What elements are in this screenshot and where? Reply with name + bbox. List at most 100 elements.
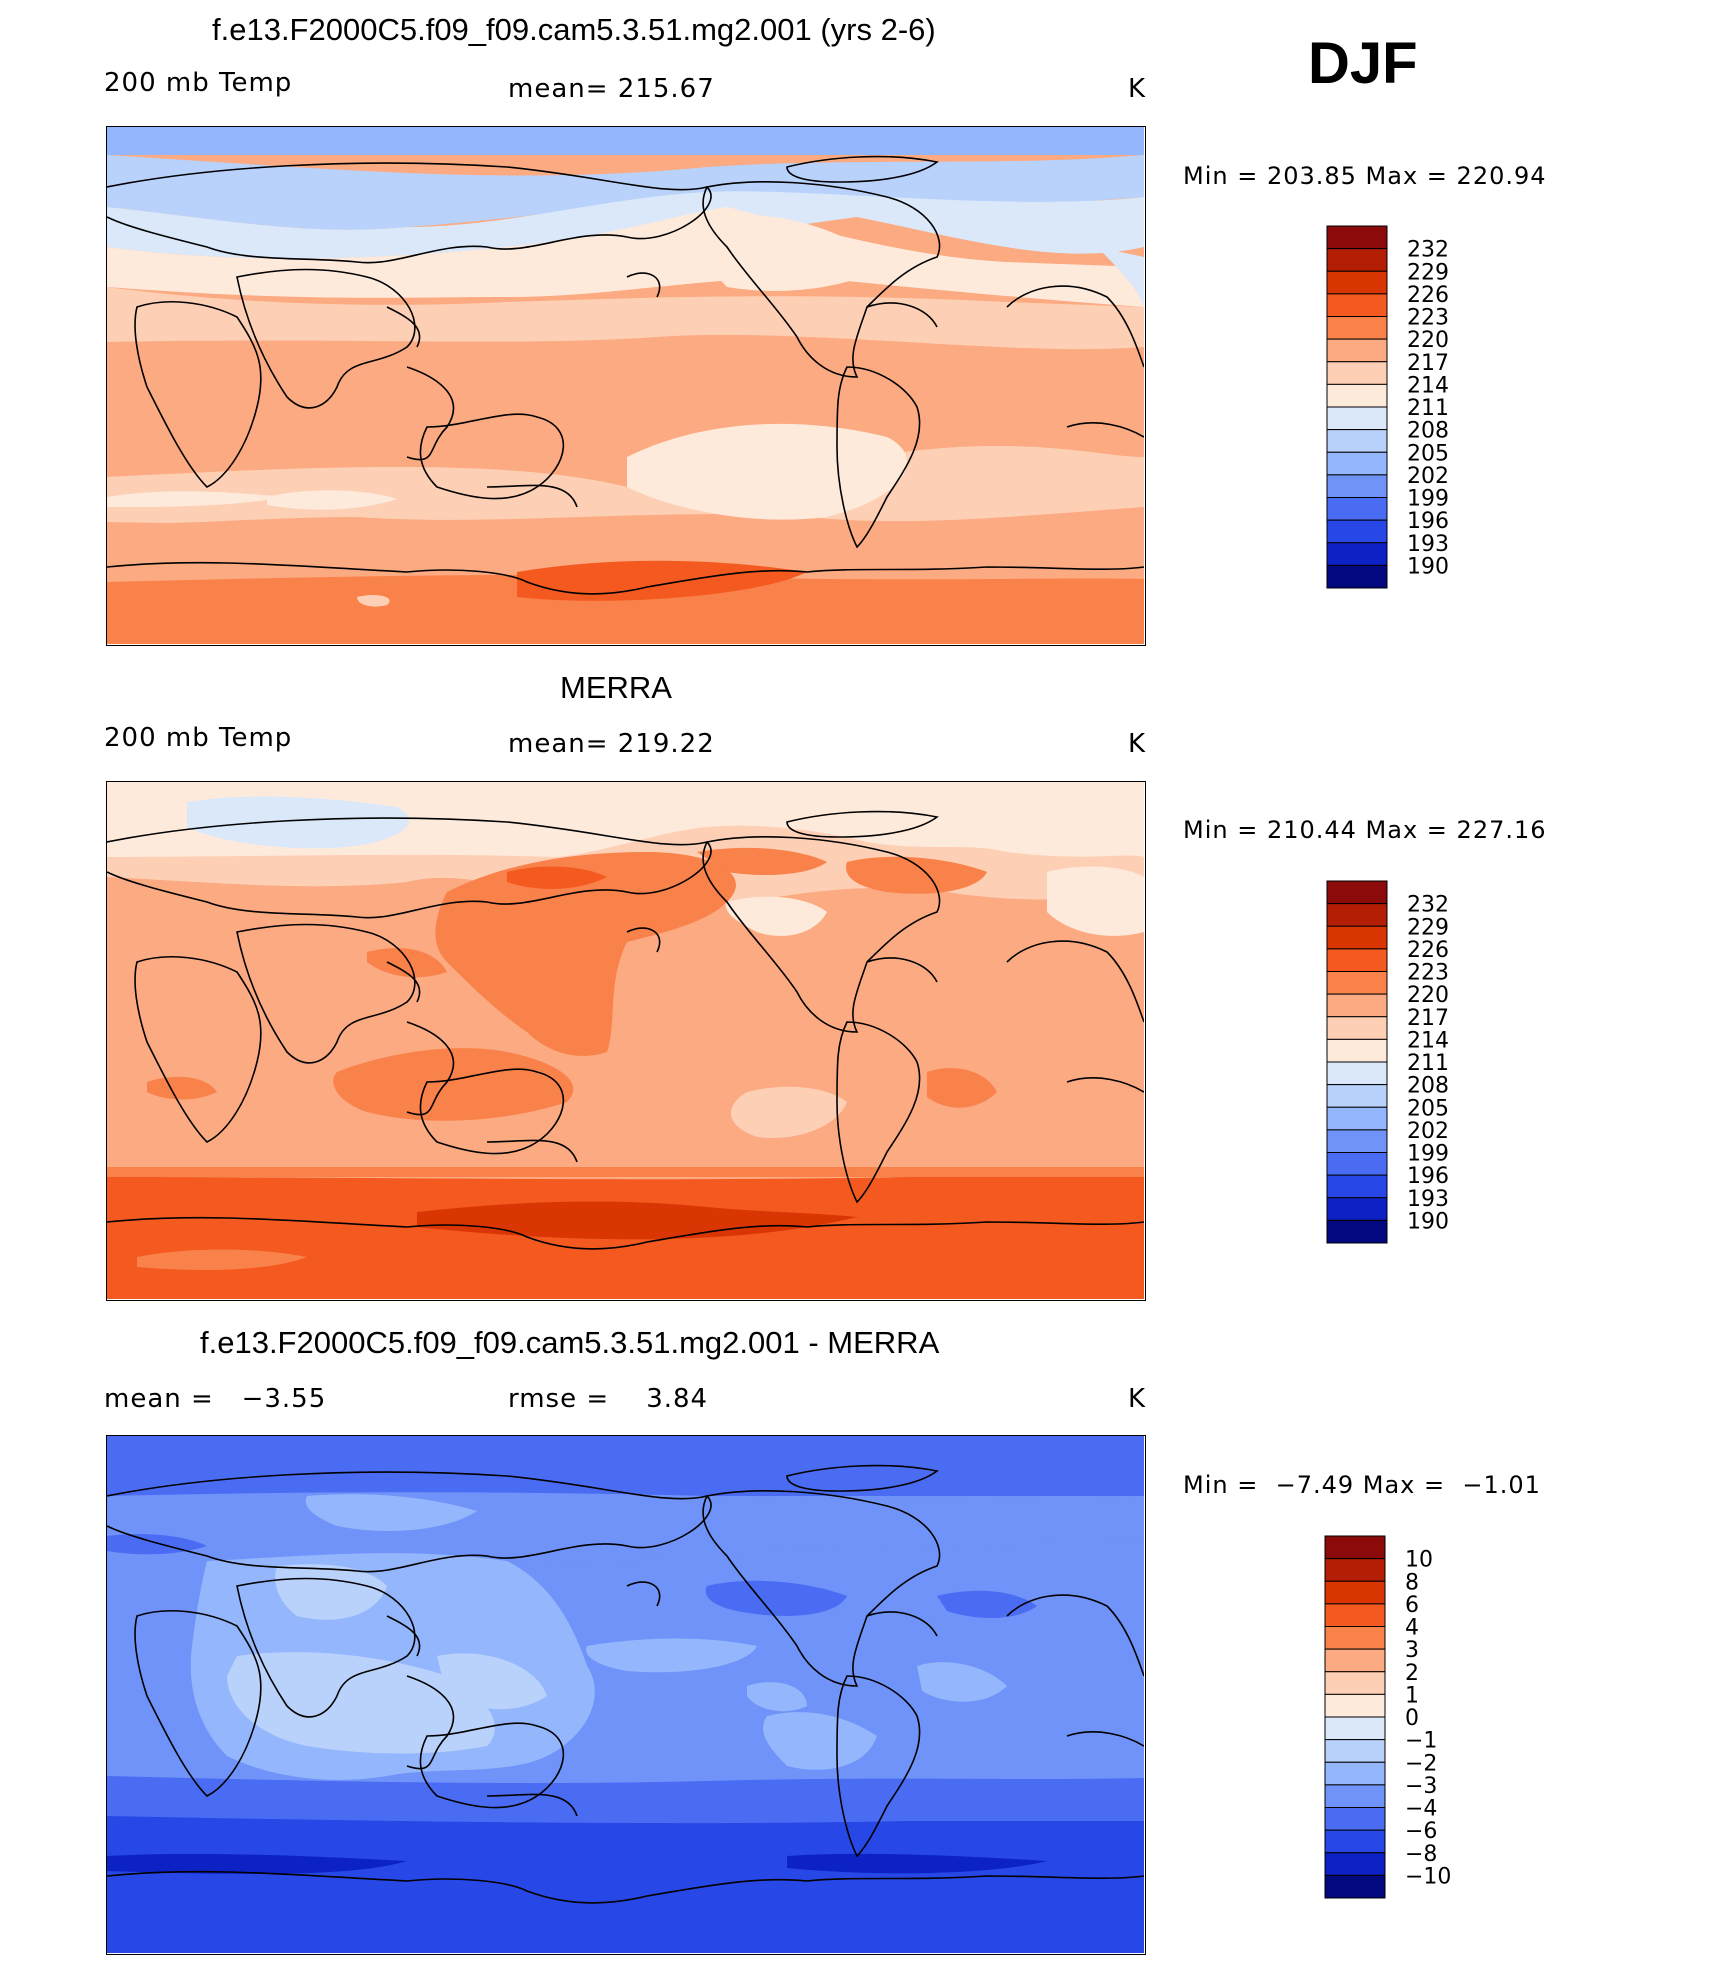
colorbar-swatch bbox=[1324, 1626, 1386, 1650]
colorbar-tick-label: 2 bbox=[1405, 1661, 1419, 1686]
colorbar-tick-label: −6 bbox=[1405, 1819, 1437, 1844]
panel-3-minmax: Min = −7.49 Max = −1.01 bbox=[1183, 1471, 1541, 1499]
colorbar-tick-label: 205 bbox=[1407, 441, 1449, 466]
colorbar-swatch bbox=[1324, 1671, 1386, 1695]
colorbar-tick-label: 217 bbox=[1407, 1006, 1449, 1031]
colorbar-swatch bbox=[1326, 383, 1388, 408]
colorbar-swatch bbox=[1326, 519, 1388, 544]
colorbar-tick-label: −2 bbox=[1405, 1751, 1437, 1776]
colorbar-tick-label: −1 bbox=[1405, 1729, 1437, 1754]
panel-2-map bbox=[106, 781, 1146, 1301]
colorbar-swatch bbox=[1326, 338, 1388, 363]
colorbar-swatch bbox=[1326, 497, 1388, 521]
panel-1-mean-label: mean= 215.67 bbox=[508, 74, 715, 104]
colorbar-swatch bbox=[1324, 1648, 1386, 1673]
colorbar-swatch bbox=[1324, 1580, 1386, 1605]
colorbar-tick-label: 199 bbox=[1407, 487, 1449, 512]
colorbar-swatch bbox=[1326, 1152, 1388, 1176]
panel-3-map-svg bbox=[107, 1436, 1144, 1953]
colorbar-swatch bbox=[1326, 1016, 1388, 1040]
colorbar-tick-label: 220 bbox=[1407, 983, 1449, 1008]
colorbar-tick-label: 190 bbox=[1407, 554, 1449, 579]
colorbar-swatch bbox=[1326, 1061, 1388, 1086]
panel-3-map bbox=[106, 1435, 1146, 1955]
colorbar-swatch bbox=[1326, 225, 1388, 250]
colorbar-tick-label: 202 bbox=[1407, 1119, 1449, 1144]
panel-1-colorbar: 232 229 226 223 220 217 214 211 208 205 202 199 196 1… bbox=[1326, 225, 1547, 591]
colorbar-swatch bbox=[1326, 971, 1388, 995]
season-label: DJF bbox=[1308, 31, 1418, 96]
panel-2-minmax: Min = 210.44 Max = 227.16 bbox=[1183, 816, 1547, 844]
panel-3-mean-label: mean = −3.55 bbox=[104, 1384, 327, 1414]
colorbar-tick-label: 226 bbox=[1407, 938, 1449, 963]
colorbar-tick-label: 202 bbox=[1407, 464, 1449, 489]
panel-3-rmse-label: rmse = 3.84 bbox=[508, 1384, 709, 1414]
colorbar-tick-label: 208 bbox=[1407, 1074, 1449, 1099]
colorbar-swatch bbox=[1324, 1716, 1386, 1741]
colorbar-swatch bbox=[1326, 293, 1388, 317]
colorbar-swatch bbox=[1324, 1558, 1386, 1582]
colorbar-tick-label: 4 bbox=[1405, 1616, 1419, 1641]
colorbar-swatch bbox=[1324, 1807, 1386, 1831]
colorbar-tick-label: 223 bbox=[1407, 306, 1449, 331]
colorbar-tick-label: 196 bbox=[1407, 1164, 1449, 1189]
colorbar-tick-label: 223 bbox=[1407, 961, 1449, 986]
colorbar-tick-label: 205 bbox=[1407, 1096, 1449, 1121]
panel-2-units-label: K bbox=[1128, 729, 1147, 759]
colorbar-tick-label: 199 bbox=[1407, 1142, 1449, 1167]
colorbar-tick-label: −8 bbox=[1405, 1842, 1437, 1867]
panel-2-title: MERRA bbox=[560, 670, 672, 705]
colorbar-swatch bbox=[1326, 1174, 1388, 1199]
colorbar-swatch bbox=[1326, 1084, 1388, 1108]
colorbar-swatch bbox=[1324, 1693, 1386, 1718]
colorbar-tick-label: 229 bbox=[1407, 915, 1449, 940]
panel-1-colorbar-svg: 2322292262232202172142112082052021991961… bbox=[1326, 225, 1449, 589]
colorbar-swatch bbox=[1326, 925, 1388, 950]
colorbar-swatch bbox=[1326, 1219, 1388, 1244]
colorbar-tick-label: 217 bbox=[1407, 351, 1449, 376]
colorbar-tick-label: 10 bbox=[1405, 1548, 1433, 1573]
colorbar-tick-label: 0 bbox=[1405, 1706, 1419, 1731]
colorbar-swatch bbox=[1324, 1829, 1386, 1854]
colorbar-swatch bbox=[1326, 903, 1388, 927]
panel-1-map bbox=[106, 126, 1146, 646]
colorbar-swatch bbox=[1324, 1739, 1386, 1763]
colorbar-tick-label: 193 bbox=[1407, 1187, 1449, 1212]
colorbar-swatch bbox=[1326, 564, 1388, 589]
colorbar-swatch bbox=[1326, 316, 1388, 340]
panel-3-units-label: K bbox=[1128, 1384, 1147, 1414]
colorbar-tick-label: 211 bbox=[1407, 396, 1449, 421]
colorbar-tick-label: 1 bbox=[1405, 1683, 1419, 1708]
colorbar-swatch bbox=[1326, 429, 1388, 453]
colorbar-swatch bbox=[1326, 880, 1388, 905]
colorbar-swatch bbox=[1326, 361, 1388, 385]
colorbar-swatch bbox=[1324, 1874, 1386, 1899]
colorbar-swatch bbox=[1326, 542, 1388, 566]
panel-3-colorbar: 10 8 6 4 3 2 1 0 −1 −2 −3 −4 −6 −8 −10 bbox=[1324, 1535, 1545, 1901]
panel-1-variable-label: 200 mb Temp bbox=[104, 68, 293, 98]
colorbar-swatch bbox=[1326, 948, 1388, 972]
colorbar-tick-label: 214 bbox=[1407, 1028, 1449, 1053]
panel-1-units-label: K bbox=[1128, 74, 1147, 104]
colorbar-tick-label: 6 bbox=[1405, 1593, 1419, 1618]
colorbar-swatch bbox=[1324, 1535, 1386, 1560]
colorbar-tick-label: 229 bbox=[1407, 260, 1449, 285]
panel-1-title: f.e13.F2000C5.f09_f09.cam5.3.51.mg2.001 … bbox=[212, 12, 936, 47]
colorbar-tick-label: 196 bbox=[1407, 509, 1449, 534]
colorbar-tick-label: 226 bbox=[1407, 283, 1449, 308]
colorbar-tick-label: 232 bbox=[1407, 238, 1449, 263]
colorbar-swatch bbox=[1326, 451, 1388, 476]
colorbar-swatch bbox=[1326, 1038, 1388, 1063]
colorbar-swatch bbox=[1326, 1197, 1388, 1221]
colorbar-swatch bbox=[1326, 406, 1388, 431]
panel-2-colorbar-svg: 2322292262232202172142112082052021991961… bbox=[1326, 880, 1449, 1244]
panel-1-minmax: Min = 203.85 Max = 220.94 bbox=[1183, 162, 1547, 190]
colorbar-tick-label: 8 bbox=[1405, 1570, 1419, 1595]
colorbar-tick-label: 211 bbox=[1407, 1051, 1449, 1076]
colorbar-swatch bbox=[1324, 1852, 1386, 1876]
colorbar-tick-label: 220 bbox=[1407, 328, 1449, 353]
colorbar-swatch bbox=[1326, 1106, 1388, 1131]
colorbar-swatch bbox=[1324, 1603, 1386, 1627]
panel-3-title: f.e13.F2000C5.f09_f09.cam5.3.51.mg2.001 … bbox=[200, 1325, 940, 1360]
